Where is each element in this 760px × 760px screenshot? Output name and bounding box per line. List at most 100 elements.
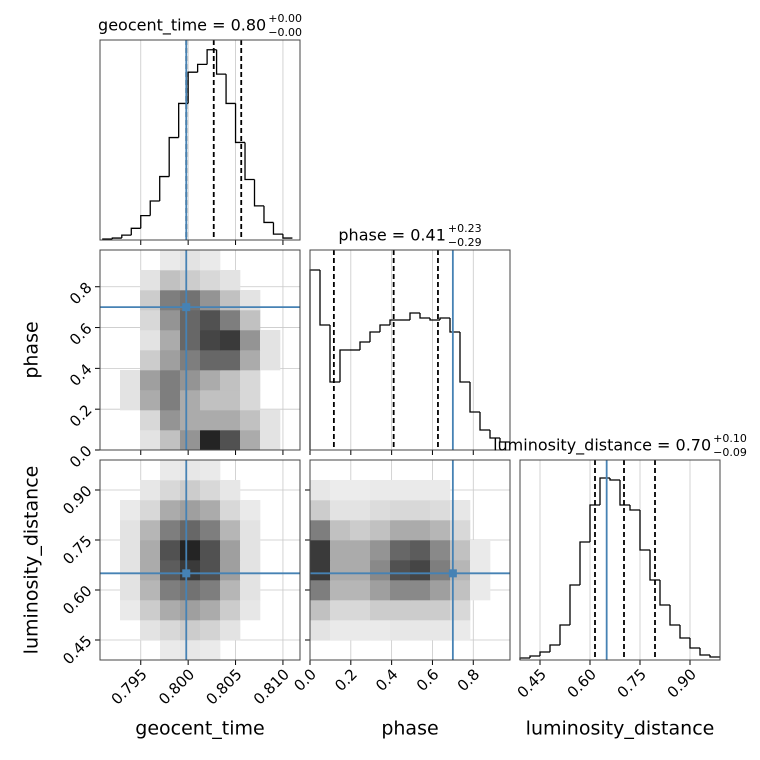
density-cell — [470, 580, 491, 601]
histogram-bin — [234, 103, 246, 144]
histogram-bin — [499, 438, 510, 443]
axes-frame — [99, 39, 301, 241]
density-cell — [450, 520, 471, 541]
density-cell — [140, 480, 161, 501]
density-cell — [160, 640, 181, 661]
histogram-bin — [489, 430, 500, 439]
histogram-bin — [579, 541, 590, 585]
density-cell — [180, 460, 201, 481]
density-cell — [180, 540, 201, 561]
density-cell — [160, 390, 181, 411]
density-cell — [410, 580, 431, 601]
x-tick-label: 0.0 — [290, 665, 320, 695]
density-cell — [220, 310, 241, 331]
truth-marker — [448, 569, 457, 578]
density-cell — [120, 500, 141, 521]
density-cell — [180, 250, 201, 271]
histogram-bin — [529, 655, 540, 658]
density-cell — [430, 540, 451, 561]
y-tick-label: 0.60 — [59, 582, 95, 618]
histogram-bin — [159, 175, 170, 201]
x-axis-label: geocent_time — [135, 718, 264, 740]
density-cell — [160, 560, 181, 581]
density-cell — [370, 480, 391, 501]
density-cell — [330, 520, 351, 541]
density-cell — [200, 460, 221, 481]
density-cell — [450, 600, 471, 621]
histogram-bin — [359, 341, 370, 350]
x-tick-label: 0.90 — [664, 665, 700, 701]
histogram-bin — [619, 480, 630, 506]
density-cell — [430, 620, 451, 641]
density-cell — [330, 560, 351, 581]
histogram-bin — [439, 317, 450, 320]
density-cell — [120, 560, 141, 581]
density-cell — [180, 410, 201, 431]
x-tick-label: 0.810 — [250, 665, 293, 708]
y-tick-label: 0.6 — [66, 319, 96, 349]
density-cell — [370, 540, 391, 561]
histogram-bin — [282, 234, 293, 239]
density-cell — [240, 290, 261, 311]
axes-frame — [309, 249, 511, 451]
density-cell — [180, 480, 201, 501]
density-cell — [200, 370, 221, 391]
histogram-bin — [599, 477, 610, 505]
histogram-bin — [130, 227, 141, 236]
density-cell — [160, 270, 181, 291]
density-cell — [450, 580, 471, 601]
density-cell — [180, 520, 201, 541]
histogram-bin — [479, 412, 490, 431]
density-cell — [200, 620, 221, 641]
density-cell — [220, 520, 241, 541]
density-cell — [310, 540, 331, 561]
density-cell — [180, 370, 201, 391]
density-cell — [160, 310, 181, 331]
histogram-bin — [196, 63, 208, 73]
histogram-bin — [689, 638, 700, 649]
histogram-bin — [549, 644, 560, 652]
histogram-bin — [649, 550, 660, 581]
density-cell — [450, 540, 471, 561]
density-cell — [200, 560, 221, 581]
y-axis-label: phase — [21, 321, 43, 378]
density-cell — [140, 270, 161, 291]
truth-marker — [182, 569, 191, 578]
density-cell — [220, 430, 241, 451]
density-cell — [140, 390, 161, 411]
histogram-bin — [379, 324, 390, 332]
x-tick-label: 0.4 — [372, 665, 402, 695]
histogram-bin — [659, 580, 670, 606]
density-cell — [350, 580, 371, 601]
histogram-bin — [629, 505, 640, 511]
density-cell — [410, 480, 431, 501]
density-cell — [240, 500, 261, 521]
y-tick-label: 0.90 — [59, 482, 95, 518]
histogram-bin — [539, 651, 550, 656]
density-cell — [160, 460, 181, 481]
density-cell — [370, 600, 391, 621]
density-cell — [200, 520, 221, 541]
x-tick-label: 0.795 — [108, 665, 151, 708]
density-cell — [220, 270, 241, 291]
y-tick-label: 0.0 — [66, 442, 96, 472]
density-cell — [220, 350, 241, 371]
density-cell — [200, 500, 221, 521]
density-cell — [430, 520, 451, 541]
density-cell — [160, 480, 181, 501]
density-cell — [140, 500, 161, 521]
density-cell — [200, 580, 221, 601]
density-cell — [220, 330, 241, 351]
density-cell — [410, 560, 431, 581]
density-cell — [180, 310, 201, 331]
density-cell — [120, 520, 141, 541]
density-cell — [140, 540, 161, 561]
density-cell — [120, 600, 141, 621]
density-cell — [220, 410, 241, 431]
density-cell — [450, 620, 471, 641]
histogram-bin — [319, 270, 330, 326]
histogram-bin — [178, 102, 189, 138]
density-cell — [310, 520, 331, 541]
density-cell — [160, 540, 181, 561]
